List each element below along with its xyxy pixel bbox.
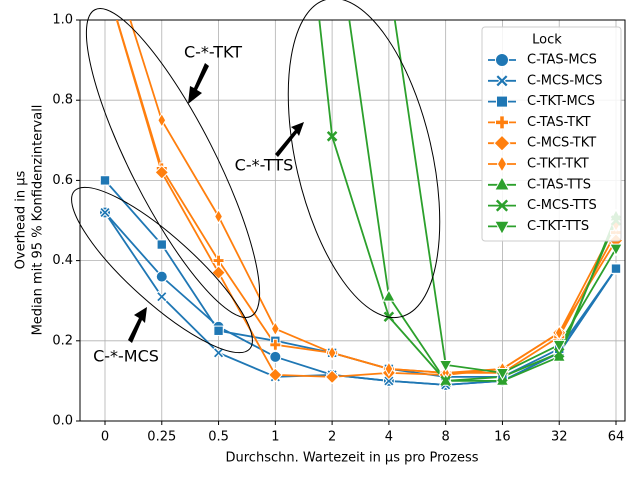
x-tick-label: 1 [271, 430, 279, 445]
legend-label: C-TKT-TKT [527, 157, 589, 172]
y-tick-label: 1.0 [52, 13, 73, 28]
ellipse [287, 0, 441, 319]
legend-marker [495, 73, 509, 88]
legend-marker [496, 155, 508, 173]
data-point [609, 243, 623, 257]
y-tick-label: 0.2 [52, 333, 73, 348]
data-point [156, 239, 167, 250]
data-point [381, 289, 396, 302]
x-tick-label: 32 [551, 430, 568, 445]
legend-label: C-MCS-TKT [527, 136, 596, 151]
legend: Lock C-TAS-MCS C-MCS-MCS C-TKT-MCS C-TAS-TK… [481, 26, 622, 242]
legend-label: C-TKT-TTS [527, 219, 589, 234]
arrow [188, 63, 209, 104]
x-tick-label: 0 [101, 430, 109, 445]
legend-label: C-TAS-MCS [527, 53, 597, 68]
data-point [213, 325, 224, 336]
data-point [384, 361, 394, 377]
data-point [212, 254, 225, 267]
data-point [554, 325, 564, 341]
legend-marker [495, 95, 509, 108]
y-tick-label: 0.0 [52, 414, 73, 429]
annotation: C-*-MCS [93, 347, 159, 366]
data-point [440, 375, 451, 387]
x-tick-label: 2 [328, 430, 336, 445]
data-point [269, 338, 282, 351]
y-tick-label: 0.6 [52, 173, 73, 188]
legend-label: C-TKT-MCS [527, 94, 595, 109]
data-point [553, 347, 565, 359]
data-point [270, 321, 280, 337]
legend-marker [494, 220, 510, 236]
data-point [155, 290, 168, 303]
legend-marker [494, 175, 510, 191]
y-axis-label: Median mit 95 % Konfidenzintervall [31, 105, 46, 336]
data-point [157, 112, 167, 128]
y-tick-label: 0.4 [52, 253, 73, 268]
data-point [99, 206, 111, 219]
legend-marker [495, 199, 509, 212]
legend-title: Lock [532, 33, 562, 48]
data-point [438, 359, 453, 373]
data-point [610, 263, 622, 274]
data-point [212, 346, 225, 359]
legend-label: C-TAS-TKT [527, 115, 591, 130]
data-point [324, 369, 340, 385]
legend-marker [495, 53, 509, 67]
x-tick-label: 0.5 [208, 430, 229, 445]
series-line [129, 20, 617, 374]
x-axis-label: Durchschn. Wartezeit in µs pro Prozess [226, 451, 479, 466]
y-tick-label: 0.8 [52, 93, 73, 108]
data-point [269, 350, 282, 363]
plot-area [99, 20, 624, 391]
legend-frame [481, 26, 622, 242]
annotation: C-*-TTS [235, 156, 294, 175]
arrow [128, 307, 147, 343]
data-point [268, 367, 283, 383]
ellipse [71, 186, 253, 354]
x-tick-label: 0.25 [147, 430, 176, 445]
legend-label: C-MCS-MCS [527, 73, 603, 88]
legend-label: C-TAS-TTS [527, 177, 591, 192]
data-point [154, 165, 170, 180]
arrow [275, 122, 304, 157]
x-tick-label: 8 [442, 430, 450, 445]
x-tick-label: 16 [494, 430, 511, 445]
legend-label: C-MCS-TTS [527, 198, 597, 213]
legend-marker [493, 134, 511, 152]
series-line [104, 211, 617, 386]
data-point [495, 367, 510, 381]
data-point [552, 339, 567, 353]
x-tick-label: 64 [608, 430, 625, 445]
x-tick-label: 4 [385, 430, 393, 445]
legend-marker [495, 115, 509, 130]
data-point [326, 131, 338, 142]
series-line [348, 20, 617, 382]
ellipse [85, 8, 261, 318]
data-point [327, 345, 337, 361]
y-axis-label: Overhead in µs [14, 170, 29, 269]
data-point [155, 270, 168, 283]
plot-frame [79, 19, 626, 422]
data-point [99, 175, 111, 186]
data-point [214, 208, 223, 225]
annotation: C-*-TKT [184, 43, 242, 62]
